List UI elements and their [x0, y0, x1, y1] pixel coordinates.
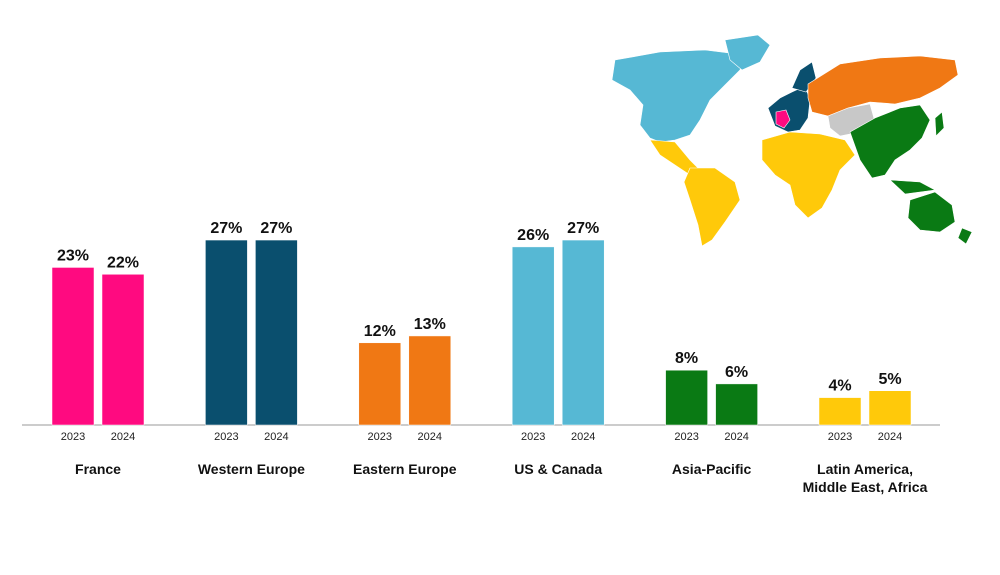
value-label-4-2023: 8%: [675, 350, 698, 367]
map-japan: [934, 111, 945, 137]
value-label-0-2024: 22%: [107, 254, 139, 271]
value-label-0-2023: 23%: [57, 247, 89, 264]
category-label-2: Eastern Europe: [353, 461, 457, 477]
year-label-1-2024: 2024: [264, 431, 288, 443]
category-label-4: Asia-Pacific: [672, 461, 752, 477]
category-label-5-line0: Latin America,: [817, 461, 913, 477]
year-label-5-2024: 2024: [878, 431, 902, 443]
year-label-0-2024: 2024: [111, 431, 135, 443]
year-label-2-2023: 2023: [368, 431, 392, 443]
map-africa-middle-east: [761, 131, 856, 219]
map-new-zealand: [957, 227, 973, 245]
year-label-5-2023: 2023: [828, 431, 852, 443]
map-asia: [849, 104, 931, 179]
bar-3-2024: [561, 239, 605, 426]
value-label-5-2024: 5%: [878, 371, 901, 388]
year-label-4-2023: 2023: [674, 431, 698, 443]
value-label-4-2024: 6%: [725, 364, 748, 381]
map-greenland: [724, 34, 771, 71]
bar-2-2023: [358, 342, 402, 426]
category-label-0: France: [75, 461, 121, 477]
year-label-2-2024: 2024: [418, 431, 442, 443]
bar-2-2024: [408, 335, 452, 426]
map-eastern-europe-russia: [807, 55, 959, 117]
world-map: [611, 34, 973, 247]
bar-0-2024: [101, 274, 145, 426]
value-label-5-2023: 4%: [828, 378, 851, 395]
bar-1-2023: [205, 239, 248, 426]
map-france: [775, 109, 791, 129]
value-label-2-2023: 12%: [364, 323, 396, 340]
year-label-4-2024: 2024: [724, 431, 748, 443]
bar-1-2024: [255, 239, 298, 426]
value-label-1-2023: 27%: [210, 220, 242, 237]
bar-0-2023: [51, 267, 95, 426]
category-label-5-line1: Middle East, Africa: [803, 479, 928, 495]
chart-marks: 23% 2023 22% 2024 France 27% 2023 27% 2024 Wester…: [22, 220, 940, 495]
map-south-america: [683, 167, 741, 247]
category-label-3: US & Canada: [514, 461, 602, 477]
bar-4-2023: [665, 369, 708, 426]
year-label-3-2023: 2023: [521, 431, 545, 443]
category-label-1: Western Europe: [198, 461, 305, 477]
bar-5-2023: [818, 397, 862, 426]
map-north-america: [611, 49, 746, 143]
year-label-1-2023: 2023: [214, 431, 238, 443]
bar-4-2024: [715, 383, 758, 426]
year-label-0-2023: 2023: [61, 431, 85, 443]
value-label-1-2024: 27%: [260, 220, 292, 237]
value-label-3-2023: 26%: [517, 227, 549, 244]
value-label-2-2024: 13%: [414, 316, 446, 333]
map-australia: [907, 191, 956, 233]
map-western-europe: [767, 85, 811, 133]
bar-3-2023: [511, 246, 555, 426]
map-indonesia: [889, 179, 936, 195]
value-label-3-2024: 27%: [567, 220, 599, 237]
bar-5-2024: [868, 390, 912, 426]
year-label-3-2024: 2024: [571, 431, 595, 443]
